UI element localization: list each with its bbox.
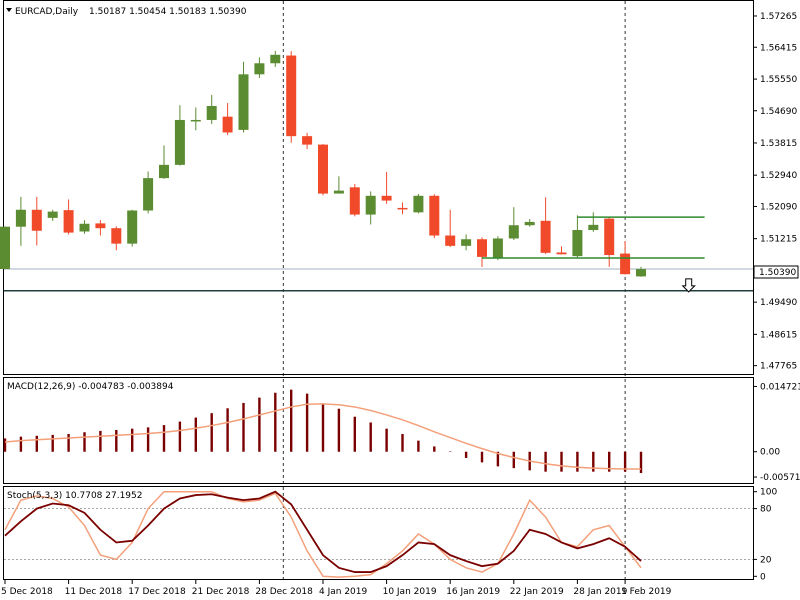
stoch-label: Stoch(5,3,3) 10.7708 27.1952: [7, 491, 142, 501]
price-tick-label: 1.55550: [760, 75, 797, 85]
price-tick-label: 1.48615: [760, 330, 797, 340]
candle-bull: [143, 178, 154, 211]
candle-bear: [604, 218, 615, 256]
candle-bear: [381, 195, 392, 201]
dropdown-triangle-icon[interactable]: [6, 8, 12, 12]
macd-label: MACD(12,26,9) -0.004783 -0.003894: [7, 382, 174, 392]
candle-bull: [524, 221, 535, 226]
candle-bear: [445, 235, 456, 246]
chart-symbol: EURCAD,Daily: [15, 7, 79, 17]
stoch-layer: 100 80 20 0: [4, 488, 777, 582]
candle-bear: [302, 136, 313, 145]
horizontal-levels: [4, 216, 753, 293]
stoch-panel-frame: [3, 486, 754, 580]
candle-bull: [174, 119, 185, 165]
stoch-signal-line: [4, 490, 642, 578]
price-tick-label: 1.51215: [760, 235, 797, 245]
macd-panel-frame: [3, 377, 754, 484]
price-panel-frame: [3, 0, 754, 375]
time-axis: 5 Dec 2018 11 Dec 2018 17 Dec 2018 21 Dec 2…: [1, 580, 672, 597]
arrow-down-icon: [681, 278, 696, 293]
macd-tick-label: 0.014721: [760, 382, 800, 392]
candle-bear: [556, 252, 567, 255]
candle-bull: [333, 190, 344, 194]
price-tick-label: 1.47765: [760, 362, 797, 372]
candle-bear: [620, 253, 631, 275]
price-tick-label: 1.52940: [760, 171, 797, 181]
current-price-label: 1.50390: [759, 268, 796, 278]
candle-bear: [31, 209, 42, 231]
stoch-tick-label: 0: [760, 572, 766, 582]
candle-bear: [318, 144, 328, 194]
stoch-tick-label: 20: [760, 555, 772, 565]
time-tick-label: 28 Dec 2018: [255, 587, 313, 597]
current-price-tag: [753, 265, 799, 279]
time-tick-label: 16 Jan 2019: [446, 587, 500, 597]
candle-bear: [429, 195, 440, 236]
stoch-tick-label: 100: [760, 488, 777, 498]
candle-bear: [286, 55, 297, 137]
price-tick-label: 1.49490: [760, 298, 797, 308]
time-tick-label: 10 Jan 2019: [383, 587, 437, 597]
price-tick-label: 1.52090: [760, 202, 797, 212]
time-tick-label: 5 Dec 2018: [1, 587, 53, 597]
time-tick-label: 28 Jan 2019: [573, 587, 627, 597]
candle-bull: [238, 74, 249, 130]
candle-bull: [270, 54, 281, 64]
candle-bull: [588, 224, 599, 231]
candle-bull: [47, 211, 58, 218]
candle-bull: [127, 210, 138, 244]
candle-bear: [222, 116, 233, 133]
candle-bull: [492, 238, 503, 258]
candles-layer: [0, 50, 646, 277]
time-tick-label: 4 Jan 2019: [319, 587, 367, 597]
price-tick-label: 1.54690: [760, 107, 797, 117]
candle-bear: [63, 210, 74, 233]
macd-signal-line: [4, 403, 641, 470]
candle-bear: [111, 228, 122, 244]
time-tick-label: 1 Feb 2019: [621, 587, 672, 597]
time-tick-label: 11 Dec 2018: [65, 587, 123, 597]
candle-bear: [540, 220, 551, 253]
candle-bull: [572, 230, 583, 257]
candle-bear: [397, 207, 408, 210]
candle-bull: [79, 223, 90, 232]
candle-bear: [349, 187, 360, 215]
candle-bull: [206, 105, 217, 120]
candle-bull: [636, 269, 646, 277]
stoch-main-line: [4, 490, 642, 573]
time-tick-label: 21 Dec 2018: [192, 587, 250, 597]
candle-bear: [95, 223, 106, 229]
price-tick-label: 1.57265: [760, 12, 797, 22]
candle-bull: [15, 209, 26, 227]
candle-bull: [254, 63, 265, 75]
macd-tick-label: 0.00: [760, 448, 780, 458]
stoch-tick-label: 80: [760, 505, 772, 515]
candle-bull: [461, 239, 472, 246]
candle-bull: [0, 226, 10, 270]
candle-bull: [159, 164, 169, 179]
candle-bull: [190, 119, 201, 122]
candle-bull: [413, 195, 424, 213]
chart-ohlc: 1.50187 1.50454 1.50183 1.50390: [89, 7, 247, 17]
candle-bull: [365, 195, 376, 215]
time-tick-label: 22 Jan 2019: [510, 587, 564, 597]
price-tick-label: 1.53815: [760, 139, 797, 149]
price-axis: 1.57265 1.56415 1.55550 1.54690 1.53815 1.529…: [4, 12, 797, 372]
time-tick-label: 17 Dec 2018: [128, 587, 186, 597]
candle-bear: [477, 239, 487, 257]
candle-bull: [508, 225, 519, 239]
price-tick-label: 1.56415: [760, 43, 797, 53]
